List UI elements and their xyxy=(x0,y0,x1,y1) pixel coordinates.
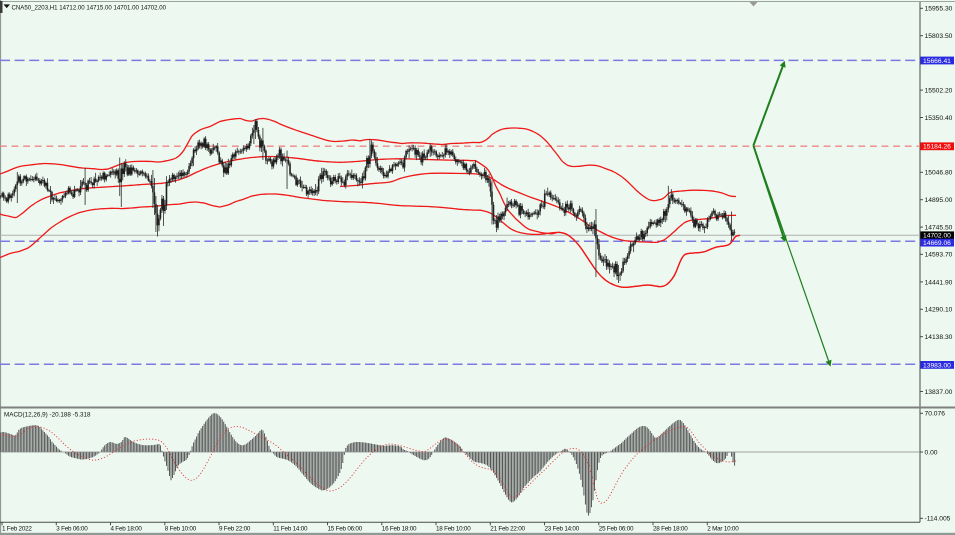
svg-text:2 Mar 10:00: 2 Mar 10:00 xyxy=(707,525,739,532)
svg-text:25 Feb 06:00: 25 Feb 06:00 xyxy=(599,525,634,532)
svg-text:15046.80: 15046.80 xyxy=(925,170,953,177)
svg-text:14138.30: 14138.30 xyxy=(925,334,953,341)
svg-text:15184.26: 15184.26 xyxy=(923,144,951,151)
svg-text:14745.50: 14745.50 xyxy=(925,225,953,232)
svg-text:15666.41: 15666.41 xyxy=(923,58,951,65)
svg-text:15955.30: 15955.30 xyxy=(925,6,953,13)
svg-text:70.076: 70.076 xyxy=(925,411,946,418)
svg-text:14895.00: 14895.00 xyxy=(925,197,953,204)
svg-text:15502.20: 15502.20 xyxy=(925,88,953,95)
svg-text:8 Feb 10:00: 8 Feb 10:00 xyxy=(165,525,197,532)
svg-text:-114.005: -114.005 xyxy=(925,516,951,523)
svg-text:18 Feb 10:00: 18 Feb 10:00 xyxy=(436,525,471,532)
svg-text:28 Feb 18:00: 28 Feb 18:00 xyxy=(653,525,688,532)
svg-text:16 Feb 18:00: 16 Feb 18:00 xyxy=(382,525,417,532)
svg-text:14593.70: 14593.70 xyxy=(925,252,953,259)
svg-text:MACD(12,26,9) -20.188 -5.318: MACD(12,26,9) -20.188 -5.318 xyxy=(4,411,91,418)
svg-text:3 Feb 06:00: 3 Feb 06:00 xyxy=(56,525,88,532)
svg-text:21 Feb 22:00: 21 Feb 22:00 xyxy=(490,525,525,532)
svg-text:CNA50_2203,H1 14712.00 14715.: CNA50_2203,H1 14712.00 14715.00 14701.00… xyxy=(12,4,167,11)
svg-text:15350.40: 15350.40 xyxy=(925,115,953,122)
svg-text:11 Feb 14:00: 11 Feb 14:00 xyxy=(273,525,308,532)
svg-text:14669.06: 14669.06 xyxy=(923,240,951,247)
svg-text:13837.00: 13837.00 xyxy=(925,389,953,396)
svg-text:9 Feb 22:00: 9 Feb 22:00 xyxy=(219,525,251,532)
svg-text:15 Feb 06:00: 15 Feb 06:00 xyxy=(328,525,363,532)
svg-text:4 Feb 18:00: 4 Feb 18:00 xyxy=(111,525,143,532)
svg-text:13983.00: 13983.00 xyxy=(923,362,951,369)
svg-text:1 Feb 2022: 1 Feb 2022 xyxy=(2,525,32,532)
svg-text:14290.10: 14290.10 xyxy=(925,307,953,314)
svg-text:0.00: 0.00 xyxy=(925,449,938,456)
svg-text:23 Feb 14:00: 23 Feb 14:00 xyxy=(545,525,580,532)
svg-text:14441.90: 14441.90 xyxy=(925,279,953,286)
svg-text:14702.00: 14702.00 xyxy=(923,233,951,240)
svg-text:15803.50: 15803.50 xyxy=(925,33,953,40)
